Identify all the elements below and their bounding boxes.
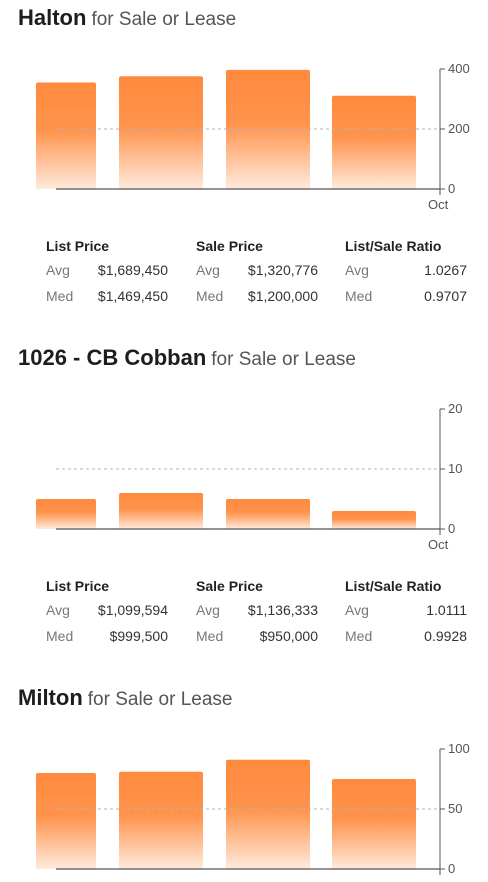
- section-halton: Halton for Sale or Lease 0 200 400 Oct List …: [0, 3, 488, 323]
- stat-value: 0.9707: [424, 288, 467, 304]
- stat-row-avg: Avg 1.0111: [345, 597, 467, 623]
- stat-row-avg: Avg $1,136,333: [196, 597, 318, 623]
- stat-value: $1,200,000: [247, 288, 318, 304]
- y-tick-label: 50: [448, 801, 462, 816]
- bar-chart: 0 50 100: [36, 741, 470, 876]
- bar-1[interactable]: [36, 499, 96, 529]
- stat-row-med: Med $1,469,450: [46, 283, 168, 309]
- stat-label: Med: [46, 288, 74, 304]
- bar-1[interactable]: [36, 82, 96, 190]
- section-title: Milton for Sale or Lease: [18, 683, 232, 715]
- area-suffix: for Sale or Lease: [87, 689, 233, 710]
- sale-price-stat: Sale Price Avg $1,320,776 Med $1,200,000: [196, 235, 318, 309]
- bar-3[interactable]: [226, 499, 310, 529]
- bar-4[interactable]: [332, 95, 416, 189]
- stat-heading: List Price: [46, 238, 110, 254]
- stat-label: Avg: [46, 602, 70, 618]
- stats-panel: List Price Avg $1,689,450 Med $1,469,450 S…: [46, 235, 467, 315]
- stat-label: Avg: [345, 602, 369, 618]
- stat-value: $1,136,333: [247, 602, 318, 618]
- stat-label: Med: [196, 288, 224, 304]
- bar-chart: 0 10 20 Oct: [36, 401, 462, 552]
- stats-panel: List Price Avg $1,099,594 Med $999,500 Sal…: [46, 575, 467, 655]
- stat-label: Med: [196, 628, 224, 644]
- bar-2[interactable]: [119, 771, 203, 869]
- y-tick-label: 20: [448, 401, 462, 416]
- area-suffix: for Sale or Lease: [91, 9, 237, 30]
- stat-value: $999,500: [109, 628, 168, 644]
- ratio-stat: List/Sale Ratio Avg 1.0111 Med 0.9928: [345, 575, 467, 649]
- stat-row-avg: Avg $1,689,450: [46, 257, 168, 283]
- y-tick-label: 0: [448, 181, 455, 196]
- area-name: Milton: [18, 685, 83, 710]
- stat-label: Med: [46, 628, 74, 644]
- stat-value: $950,000: [259, 628, 318, 644]
- section-title: 1026 - CB Cobban for Sale or Lease: [18, 343, 356, 375]
- bar-2[interactable]: [119, 76, 203, 189]
- area-name: Halton: [18, 5, 87, 30]
- stat-label: Avg: [345, 262, 369, 278]
- stat-row-med: Med 0.9707: [345, 283, 467, 309]
- stat-value: $1,320,776: [247, 262, 318, 278]
- stat-heading: List/Sale Ratio: [345, 238, 442, 254]
- section-cb-cobban: 1026 - CB Cobban for Sale or Lease 0 10 20 O…: [0, 343, 488, 663]
- bar-2[interactable]: [119, 493, 203, 529]
- section-title: Halton for Sale or Lease: [18, 3, 236, 35]
- list-price-stat: List Price Avg $1,099,594 Med $999,500: [46, 575, 168, 649]
- stat-value: $1,689,450: [97, 262, 168, 278]
- bar-1[interactable]: [36, 773, 96, 869]
- stat-label: Avg: [196, 602, 220, 618]
- y-tick-label: 0: [448, 861, 455, 876]
- stat-value: 1.0267: [424, 262, 467, 278]
- area-suffix: for Sale or Lease: [211, 349, 356, 370]
- stat-heading: List Price: [46, 578, 110, 594]
- stat-heading: List/Sale Ratio: [345, 578, 442, 594]
- y-tick-label: 0: [448, 521, 455, 536]
- stat-row-med: Med $1,200,000: [196, 283, 318, 309]
- stat-label: Med: [345, 628, 373, 644]
- stat-heading: Sale Price: [196, 238, 263, 254]
- ratio-stat: List/Sale Ratio Avg 1.0267 Med 0.9707: [345, 235, 467, 309]
- stat-value: 1.0111: [426, 602, 467, 618]
- x-tick-label: Oct: [428, 537, 449, 552]
- stat-row-avg: Avg 1.0267: [345, 257, 467, 283]
- x-tick-label: Oct: [428, 197, 449, 212]
- stat-value: $1,469,450: [97, 288, 168, 304]
- stat-heading: Sale Price: [196, 578, 263, 594]
- stat-label: Med: [345, 288, 373, 304]
- stat-row-avg: Avg $1,320,776: [196, 257, 318, 283]
- stat-row-med: Med $999,500: [46, 623, 168, 649]
- stat-row-med: Med $950,000: [196, 623, 318, 649]
- bar-3[interactable]: [226, 759, 310, 869]
- y-tick-label: 10: [448, 461, 462, 476]
- sale-price-stat: Sale Price Avg $1,136,333 Med $950,000: [196, 575, 318, 649]
- list-price-stat: List Price Avg $1,689,450 Med $1,469,450: [46, 235, 168, 309]
- y-tick-label: 100: [448, 741, 470, 756]
- stat-value: 0.9928: [424, 628, 467, 644]
- stat-row-med: Med 0.9928: [345, 623, 467, 649]
- stat-value: $1,099,594: [97, 602, 168, 618]
- bar-chart: 0 200 400 Oct: [36, 61, 470, 212]
- bar-4[interactable]: [332, 779, 416, 869]
- area-name: 1026 - CB Cobban: [18, 345, 207, 370]
- y-tick-label: 400: [448, 61, 470, 76]
- stat-row-avg: Avg $1,099,594: [46, 597, 168, 623]
- stat-label: Avg: [46, 262, 70, 278]
- stat-label: Avg: [196, 262, 220, 278]
- section-milton: Milton for Sale or Lease 0 50 100: [0, 683, 488, 882]
- bar-4[interactable]: [332, 511, 416, 529]
- y-tick-label: 200: [448, 121, 470, 136]
